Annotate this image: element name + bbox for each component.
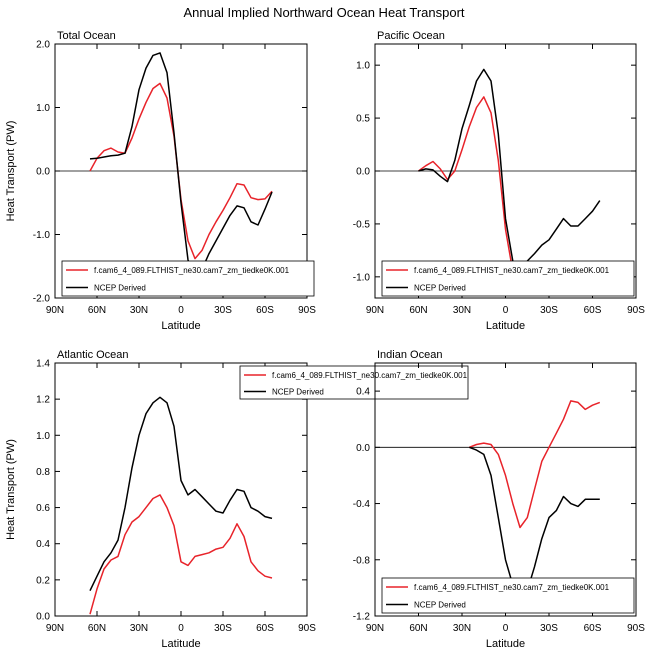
legend-label: f.cam6_4_089.FLTHIST_ne30.cam7_zm_tiedke… — [414, 266, 610, 275]
y-tick-label: 0.8 — [36, 467, 50, 478]
panel-title: Total Ocean — [57, 30, 116, 42]
x-tick-label: 90S — [298, 623, 316, 634]
y-tick-label: -1.0 — [353, 272, 371, 283]
x-axis-label: Latitude — [161, 320, 200, 332]
x-axis-label: Latitude — [486, 638, 525, 650]
legend-label: NCEP Derived — [94, 284, 146, 293]
y-tick-label: 0.0 — [356, 443, 370, 454]
x-tick-label: 0 — [178, 305, 184, 316]
legend-box — [381, 260, 635, 297]
y-tick-label: -0.4 — [353, 499, 371, 510]
ncep-series-line — [418, 68, 601, 270]
legend-label: f.cam6_4_089.FLTHIST_ne30.cam7_zm_tiedke… — [94, 266, 290, 275]
y-tick-label: 1.4 — [36, 359, 50, 370]
legend-label: NCEP Derived — [414, 601, 466, 610]
legend: f.cam6_4_089.FLTHIST_ne30.cam7_zm_tiedke… — [381, 260, 635, 297]
x-tick-label: 60N — [88, 623, 106, 634]
y-tick-label: -0.8 — [353, 555, 371, 566]
y-tick-label: 0.0 — [356, 167, 370, 178]
y-tick-label: 1.2 — [36, 395, 50, 406]
y-tick-label: 1.0 — [36, 431, 50, 442]
x-tick-label: 90N — [46, 305, 64, 316]
model-series-line — [89, 494, 273, 615]
model-series-line — [418, 96, 594, 289]
y-tick-label: 0.4 — [36, 539, 50, 550]
y-tick-label: 0.2 — [36, 575, 50, 586]
x-tick-label: 90S — [298, 305, 316, 316]
legend-label: f.cam6_4_089.FLTHIST_ne30.cam7_zm_tiedke… — [272, 371, 468, 380]
y-tick-label: 0.6 — [36, 503, 50, 514]
y-tick-label: 1.0 — [356, 61, 370, 72]
x-tick-label: 60N — [409, 305, 427, 316]
x-tick-label: 30N — [130, 305, 148, 316]
panel-title: Pacific Ocean — [377, 30, 445, 42]
y-tick-label: -1.2 — [353, 612, 371, 623]
y-tick-label: 0.5 — [356, 114, 370, 125]
y-tick-label: -0.5 — [353, 219, 371, 230]
y-tick-label: 1.0 — [36, 103, 50, 114]
legend: f.cam6_4_089.FLTHIST_ne30.cam7_zm_tiedke… — [381, 577, 635, 614]
x-tick-label: 30N — [453, 305, 471, 316]
x-tick-label: 60N — [88, 305, 106, 316]
ncep-series-line — [89, 396, 273, 592]
figure-title: Annual Implied Northward Ocean Heat Tran… — [183, 5, 464, 20]
x-tick-label: 0 — [503, 305, 509, 316]
y-tick-label: 0.0 — [36, 167, 50, 178]
ncep-series-line — [469, 446, 600, 596]
legend-label: f.cam6_4_089.FLTHIST_ne30.cam7_zm_tiedke… — [414, 583, 610, 592]
panel-title: Indian Ocean — [377, 349, 442, 361]
x-tick-label: 90N — [46, 623, 64, 634]
x-tick-label: 60S — [584, 623, 602, 634]
y-tick-label: -1.0 — [33, 230, 51, 241]
y-tick-label: 0.4 — [356, 387, 370, 398]
x-tick-label: 30N — [130, 623, 148, 634]
panel-0: Total Ocean 90N 60N 30N 0 30S 60S 90S 2.0 1.0 0.0 -… — [5, 30, 316, 332]
panel-2: Atlantic Ocean 90N 60N 30N 0 30S 60S 90S 1.4 1.2 1… — [5, 349, 469, 650]
x-tick-label: 30N — [453, 623, 471, 634]
x-tick-label: 60S — [256, 305, 274, 316]
legend-box — [239, 365, 469, 400]
x-axis-label: Latitude — [161, 638, 200, 650]
y-tick-label: -2.0 — [33, 294, 51, 305]
x-tick-label: 60N — [409, 623, 427, 634]
legend: f.cam6_4_089.FLTHIST_ne30.cam7_zm_tiedke… — [239, 365, 469, 400]
x-tick-label: 90N — [366, 623, 384, 634]
x-tick-label: 30S — [214, 305, 232, 316]
legend-label: NCEP Derived — [272, 388, 324, 397]
legend-box — [381, 577, 635, 614]
x-tick-label: 90S — [627, 305, 645, 316]
y-tick-label: 2.0 — [36, 40, 50, 51]
x-axis-label: Latitude — [486, 320, 525, 332]
x-tick-label: 60S — [584, 305, 602, 316]
x-tick-label: 30S — [540, 305, 558, 316]
panel-title: Atlantic Ocean — [57, 349, 129, 361]
x-tick-label: 90N — [366, 305, 384, 316]
y-axis-label: Heat Transport (PW) — [5, 439, 17, 540]
x-tick-label: 30S — [214, 623, 232, 634]
y-tick-label: 0.0 — [36, 612, 50, 623]
panel-1: Pacific Ocean 90N 60N 30N 0 30S 60S 90S 1.0 0.5 0.… — [353, 30, 645, 332]
ncep-series-line — [89, 52, 273, 277]
x-tick-label: 0 — [503, 623, 509, 634]
legend-box — [61, 260, 315, 297]
x-tick-label: 30S — [540, 623, 558, 634]
legend: f.cam6_4_089.FLTHIST_ne30.cam7_zm_tiedke… — [61, 260, 315, 297]
x-tick-label: 90S — [627, 623, 645, 634]
legend-label: NCEP Derived — [414, 284, 466, 293]
model-series-line — [469, 400, 601, 529]
y-axis-label: Heat Transport (PW) — [5, 121, 17, 222]
x-tick-label: 0 — [178, 623, 184, 634]
x-tick-label: 60S — [256, 623, 274, 634]
panel-3: Indian Ocean 90N 60N 30N 0 30S 60S 90S 0.4 0.0 -0.… — [353, 349, 645, 650]
